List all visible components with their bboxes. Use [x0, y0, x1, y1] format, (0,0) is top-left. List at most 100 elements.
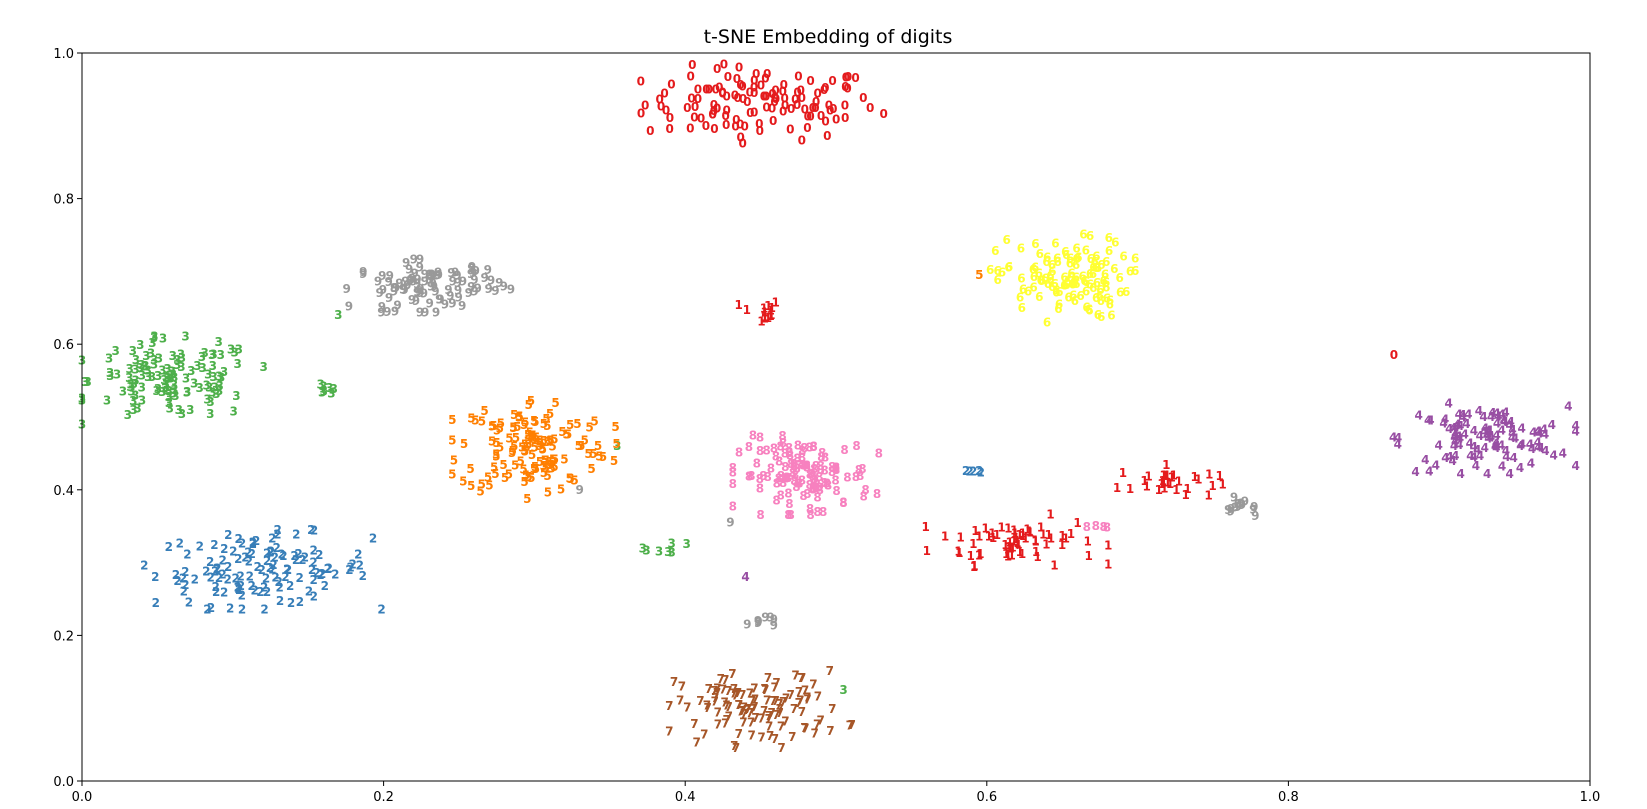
digit-point-4: 4 — [1473, 443, 1481, 457]
digit-point-6: 6 — [1082, 285, 1090, 299]
digit-point-9: 9 — [343, 282, 351, 296]
digit-point-5: 5 — [540, 466, 548, 480]
digit-point-0: 0 — [722, 109, 730, 123]
digit-point-8: 8 — [812, 481, 820, 495]
digit-point-7: 7 — [700, 727, 708, 741]
digit-point-3: 3 — [83, 375, 91, 389]
digit-point-3: 3 — [190, 377, 198, 391]
y-tick-label: 0.4 — [53, 484, 74, 499]
digit-point-4: 4 — [1458, 408, 1466, 422]
digit-point-2: 2 — [292, 528, 300, 542]
digit-point-1: 1 — [1167, 470, 1175, 484]
digit-point-1: 1 — [1010, 534, 1018, 548]
digit-point-0: 0 — [686, 70, 694, 84]
digit-point-7: 7 — [749, 702, 757, 716]
digit-point-2: 2 — [969, 465, 977, 479]
digit-point-4: 4 — [1501, 405, 1509, 419]
digit-point-5: 5 — [550, 460, 558, 474]
digit-point-3: 3 — [162, 377, 170, 391]
digit-point-9: 9 — [406, 273, 414, 287]
digit-point-9: 9 — [400, 283, 408, 297]
digit-point-8: 8 — [873, 487, 881, 501]
digit-point-2: 2 — [977, 466, 985, 480]
digit-point-2: 2 — [281, 570, 289, 584]
digit-point-0: 0 — [768, 101, 776, 115]
digit-point-5: 5 — [570, 473, 578, 487]
digit-point-9: 9 — [425, 296, 433, 310]
digit-point-6: 6 — [1089, 281, 1097, 295]
digit-point-5: 5 — [527, 471, 535, 485]
digit-point-4: 4 — [1491, 439, 1499, 453]
digit-point-8: 8 — [805, 441, 813, 455]
digit-point-8: 8 — [803, 461, 811, 475]
digit-point-6: 6 — [1019, 282, 1027, 296]
digit-point-3: 3 — [317, 378, 325, 392]
digit-point-4: 4 — [1541, 428, 1549, 442]
digit-point-7: 7 — [803, 691, 811, 705]
digit-point-3: 3 — [152, 384, 160, 398]
digit-point-2: 2 — [180, 584, 188, 598]
digit-point-9: 9 — [420, 286, 428, 300]
digit-point-4: 4 — [1527, 457, 1535, 471]
digit-point-1: 1 — [1031, 534, 1039, 548]
digit-point-3: 3 — [683, 537, 691, 551]
digit-point-6: 6 — [1091, 255, 1099, 269]
digit-point-9: 9 — [410, 266, 418, 280]
digit-point-9: 9 — [1237, 496, 1245, 510]
digit-point-6: 6 — [1043, 250, 1051, 264]
digit-point-4: 4 — [1484, 423, 1492, 437]
digit-point-4: 4 — [1466, 449, 1474, 463]
digit-point-4: 4 — [1540, 423, 1548, 437]
digit-point-0: 0 — [702, 119, 710, 133]
digit-point-7: 7 — [711, 694, 719, 708]
digit-point-1: 1 — [1194, 472, 1202, 486]
digit-point-3: 3 — [113, 368, 121, 382]
digit-point-6: 6 — [1069, 277, 1077, 291]
digit-point-3: 3 — [171, 389, 179, 403]
digit-point-8: 8 — [816, 483, 824, 497]
digit-point-5: 5 — [527, 430, 535, 444]
digit-point-8: 8 — [817, 450, 825, 464]
digit-point-6: 6 — [1069, 289, 1077, 303]
digit-point-6: 6 — [1042, 255, 1050, 269]
digit-point-8: 8 — [839, 496, 847, 510]
digit-point-1: 1 — [767, 308, 775, 322]
digit-point-5: 5 — [467, 412, 475, 426]
digit-point-3: 3 — [193, 359, 201, 373]
digit-point-0: 0 — [733, 72, 741, 86]
digit-point-7: 7 — [795, 685, 803, 699]
digit-point-5: 5 — [460, 437, 468, 451]
digit-point-0: 0 — [793, 85, 801, 99]
digit-point-0: 0 — [798, 91, 806, 105]
digit-point-4: 4 — [1451, 428, 1459, 442]
digit-point-3: 3 — [168, 364, 176, 378]
digit-point-7: 7 — [772, 694, 780, 708]
digit-point-3: 3 — [125, 371, 133, 385]
digit-point-5: 5 — [540, 417, 548, 431]
digit-point-1: 1 — [1144, 469, 1152, 483]
digit-point-7: 7 — [761, 683, 769, 697]
digit-point-2: 2 — [272, 541, 280, 555]
digit-point-5: 5 — [480, 404, 488, 418]
digit-point-8: 8 — [775, 472, 783, 486]
digit-point-9: 9 — [453, 276, 461, 290]
digit-point-4: 4 — [1493, 417, 1501, 431]
digit-point-5: 5 — [532, 462, 540, 476]
digit-point-2: 2 — [206, 555, 214, 569]
digit-point-1: 1 — [1104, 538, 1112, 552]
digit-point-8: 8 — [1103, 520, 1111, 534]
digit-point-6: 6 — [1107, 309, 1115, 323]
digit-point-0: 0 — [746, 85, 754, 99]
digit-point-0: 0 — [806, 74, 814, 88]
digit-point-9: 9 — [770, 618, 778, 632]
digit-point-2: 2 — [286, 579, 294, 593]
digit-point-3: 3 — [211, 381, 219, 395]
digit-point-7: 7 — [797, 671, 805, 685]
digit-point-8: 8 — [817, 463, 825, 477]
digit-point-1: 1 — [1160, 476, 1168, 490]
digit-point-7: 7 — [769, 694, 777, 708]
digit-point-5: 5 — [488, 435, 496, 449]
digit-point-4: 4 — [1461, 428, 1469, 442]
digit-point-3: 3 — [81, 375, 89, 389]
digit-point-8: 8 — [747, 469, 755, 483]
